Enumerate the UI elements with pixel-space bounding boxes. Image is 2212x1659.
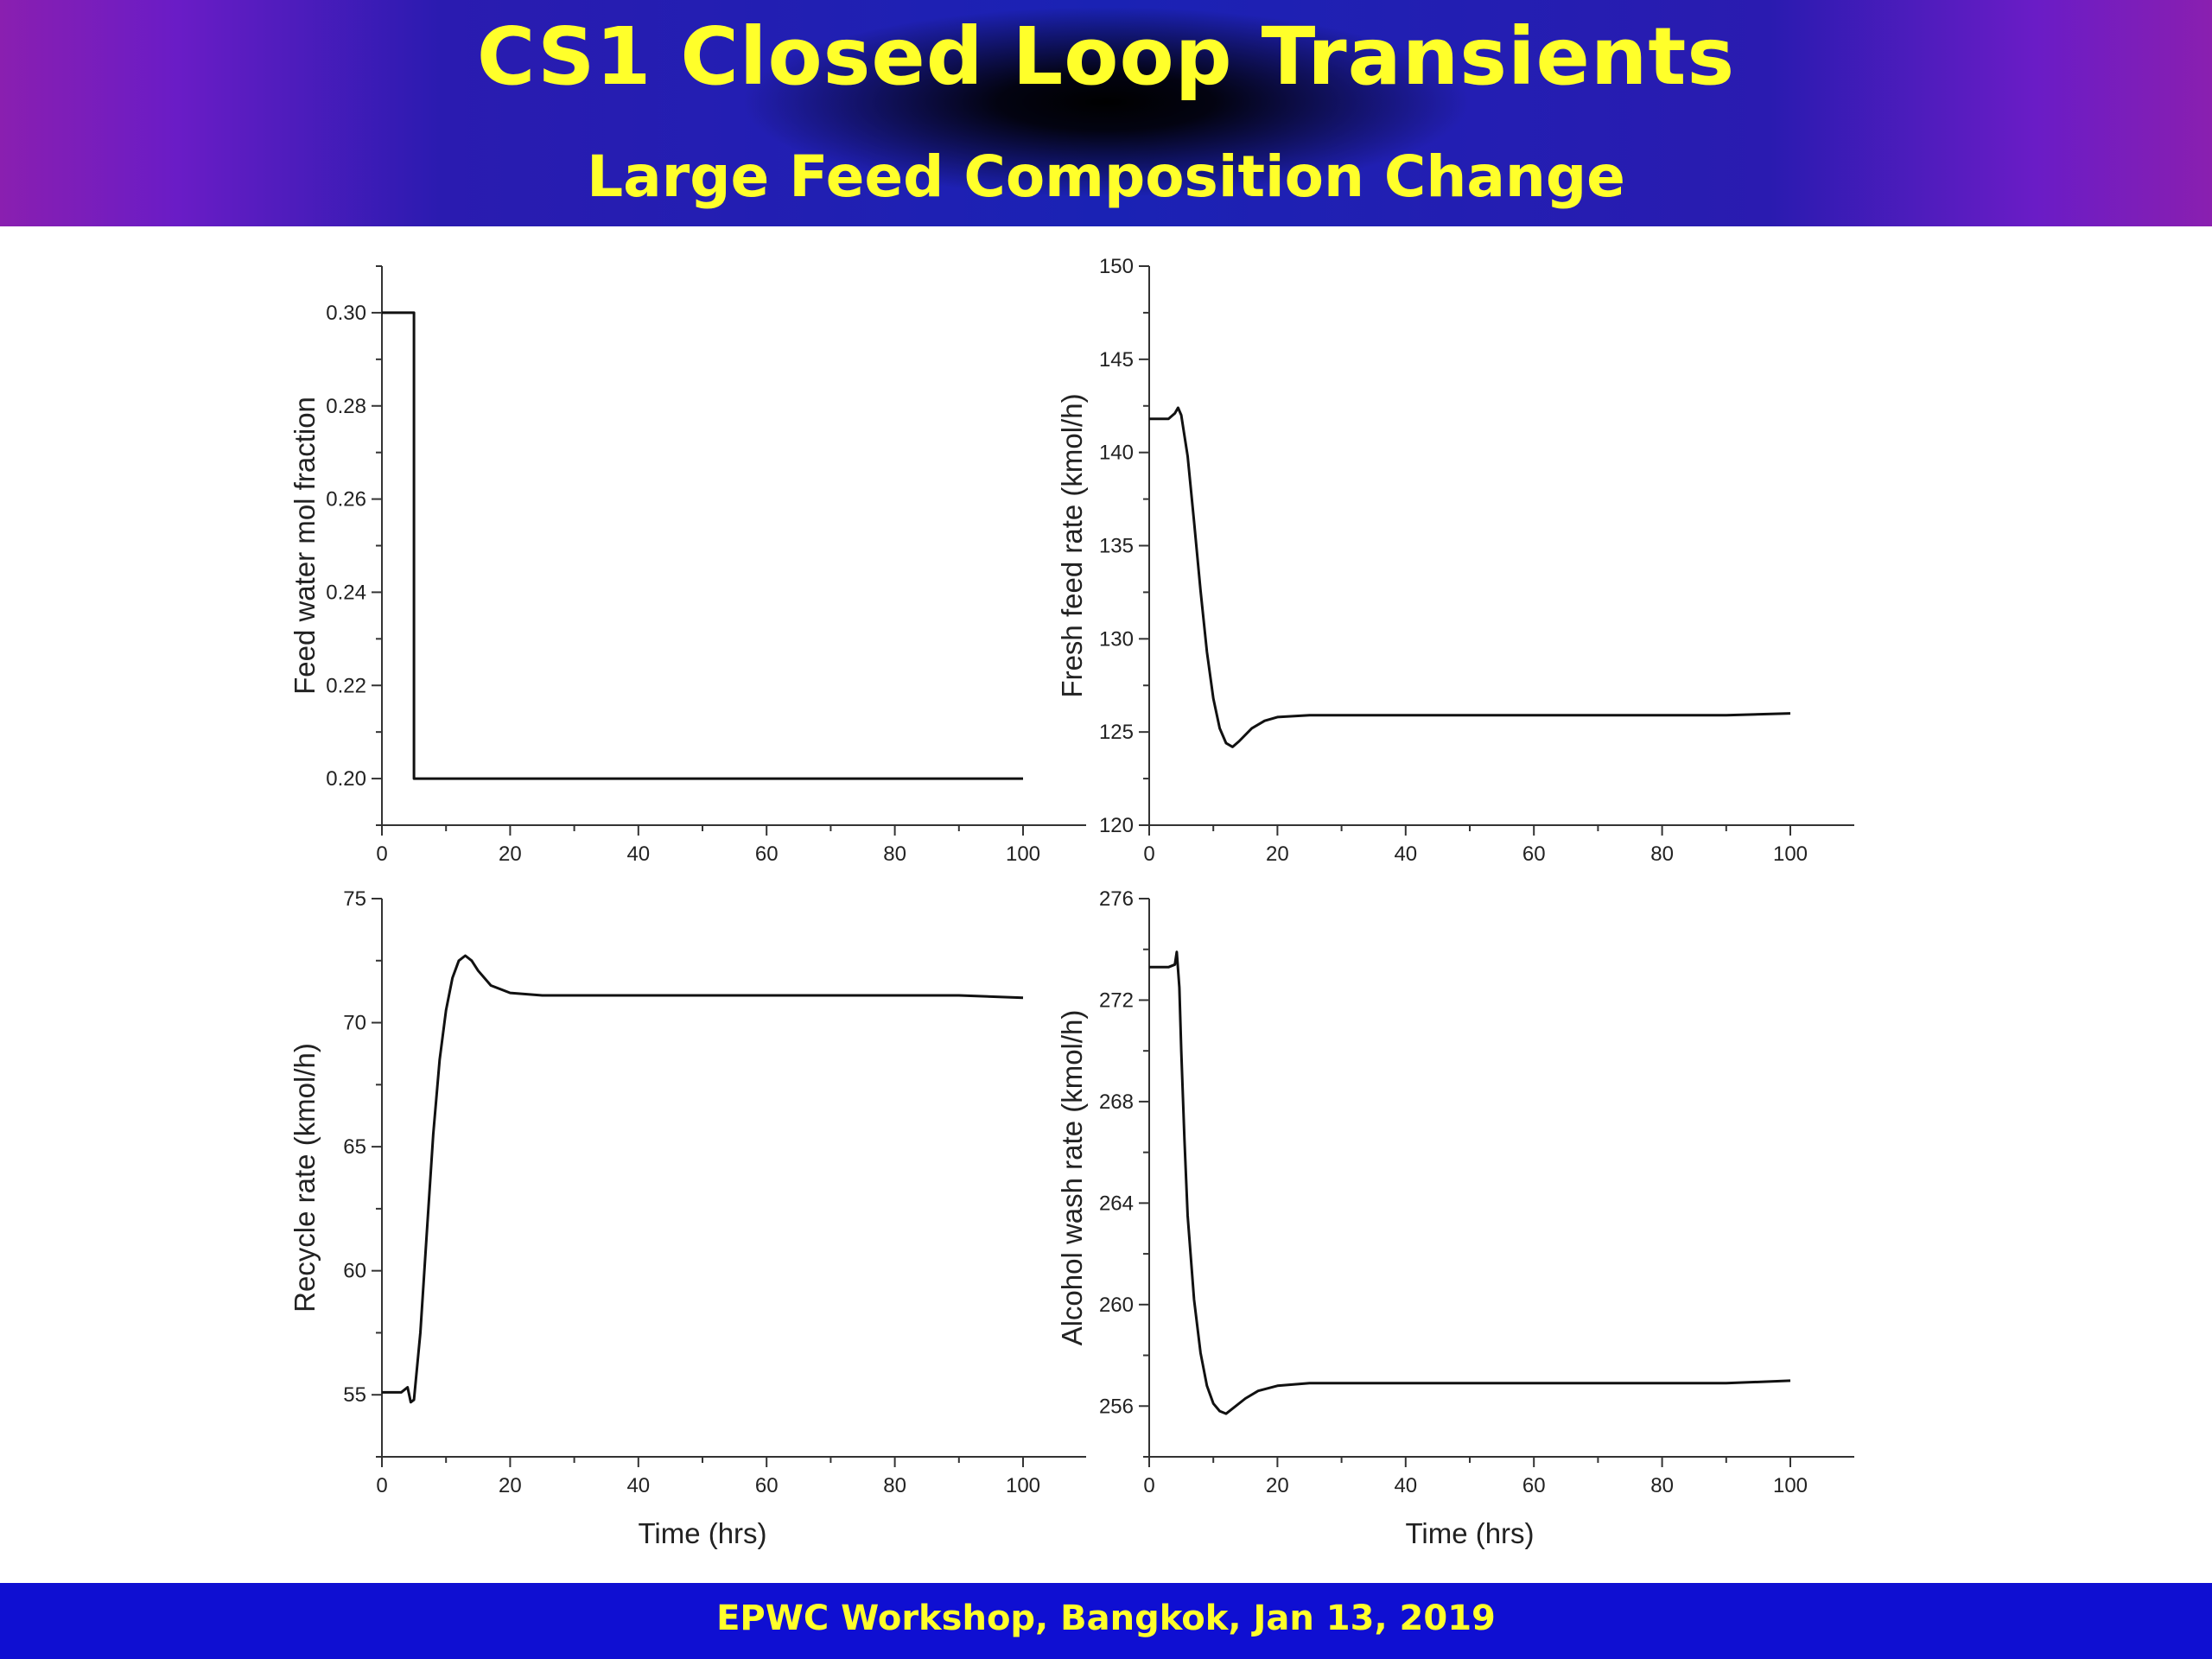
y-tick-label: 0.22: [326, 674, 366, 697]
y-axis-label: Recycle rate (kmol/h): [289, 1043, 321, 1313]
y-tick-label: 264: [1099, 1192, 1134, 1215]
x-tick-label: 20: [499, 842, 522, 866]
x-tick-label: 80: [883, 842, 906, 866]
x-tick-label: 40: [626, 1474, 650, 1497]
y-axis-label: Fresh feed rate (kmol/h): [1056, 393, 1088, 697]
x-tick-label: 20: [1266, 842, 1289, 866]
chart-panel-2: 0 20 40 60 80 100 120 125 130 135 140 145 150 Fresh f…: [1056, 255, 1854, 866]
x-tick-label: 100: [1006, 1474, 1040, 1497]
x-tick-label: 0: [376, 1474, 387, 1497]
y-tick-label: 140: [1099, 442, 1134, 465]
x-tick-label: 60: [755, 842, 779, 866]
x-tick-label: 80: [883, 1474, 906, 1497]
y-tick-label: 272: [1099, 988, 1134, 1012]
y-tick-label: 135: [1099, 535, 1134, 558]
y-tick-label: 150: [1099, 255, 1134, 278]
y-tick-label: 0.28: [326, 395, 366, 418]
y-axis-label: Feed water mol fraction: [289, 397, 321, 695]
x-tick-label: 100: [1773, 1474, 1808, 1497]
chart-panel-4: 0 20 40 60 80 100 256 260 264 268 272 276 Alcohol wa…: [1056, 887, 1854, 1549]
y-tick-label: 55: [343, 1383, 366, 1407]
x-axis-label: Time (hrs): [638, 1517, 766, 1549]
series-line: [382, 954, 1024, 1404]
y-tick-label: 130: [1099, 627, 1134, 651]
footer-text: EPWC Workshop, Bangkok, Jan 13, 2019: [716, 1599, 1496, 1638]
y-tick-label: 0.24: [326, 581, 366, 604]
y-tick-label: 65: [343, 1135, 366, 1159]
x-tick-label: 100: [1006, 842, 1040, 866]
y-tick-label: 256: [1099, 1395, 1134, 1418]
y-tick-label: 0.26: [326, 488, 366, 512]
x-tick-label: 0: [1143, 842, 1154, 866]
series-line: [382, 311, 1023, 780]
page-subtitle: Large Feed Composition Change: [587, 143, 1625, 210]
x-tick-label: 0: [1143, 1474, 1154, 1497]
x-tick-label: 60: [1522, 1474, 1546, 1497]
chart-panel-1: 0 20 40 60 80 100 0.20 0.22 0.24 0.26 0.28 0.30 Feed…: [289, 265, 1086, 866]
x-tick-label: 60: [755, 1474, 779, 1497]
series-line: [1149, 406, 1791, 748]
x-tick-label: 80: [1650, 1474, 1674, 1497]
x-tick-label: 40: [626, 842, 650, 866]
x-tick-label: 40: [1394, 1474, 1417, 1497]
y-tick-label: 120: [1099, 814, 1134, 837]
x-tick-label: 100: [1773, 842, 1808, 866]
y-tick-label: 145: [1099, 348, 1134, 372]
x-tick-label: 40: [1394, 842, 1417, 866]
x-tick-label: 20: [1266, 1474, 1289, 1497]
page-title: CS1 Closed Loop Transients: [476, 10, 1736, 103]
y-tick-label: 60: [343, 1260, 366, 1283]
x-tick-label: 60: [1522, 842, 1546, 866]
x-axis-label: Time (hrs): [1405, 1517, 1534, 1549]
x-tick-label: 80: [1650, 842, 1674, 866]
y-axis-label: Alcohol wash rate (kmol/h): [1056, 1010, 1088, 1346]
y-tick-label: 75: [343, 887, 366, 911]
y-tick-label: 260: [1099, 1294, 1134, 1317]
title-banner: CS1 Closed Loop Transients Large Feed Co…: [0, 0, 2212, 226]
footer-bar: EPWC Workshop, Bangkok, Jan 13, 2019: [0, 1583, 2212, 1659]
y-tick-label: 268: [1099, 1090, 1134, 1114]
y-tick-label: 125: [1099, 721, 1134, 744]
y-tick-label: 0.20: [326, 767, 366, 791]
y-tick-label: 276: [1099, 887, 1134, 911]
x-tick-label: 20: [499, 1474, 522, 1497]
y-tick-label: 70: [343, 1012, 366, 1035]
x-tick-label: 0: [376, 842, 387, 866]
chart-panel-3: 0 20 40 60 80 100 55 60 65 70 75 Recycle rate (kmol…: [289, 887, 1086, 1549]
series-line: [1149, 950, 1791, 1415]
y-tick-label: 0.30: [326, 302, 366, 325]
